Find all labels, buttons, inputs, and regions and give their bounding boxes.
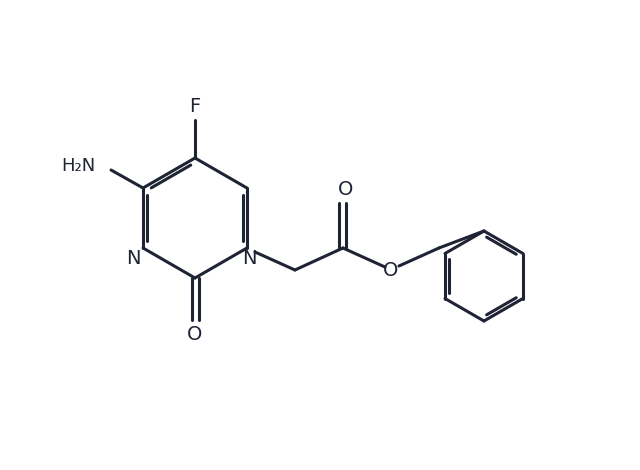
Text: O: O [383,260,399,280]
Text: N: N [242,250,256,268]
Text: H₂N: H₂N [61,157,95,175]
Text: O: O [339,180,354,198]
Text: F: F [189,96,200,116]
Text: O: O [188,326,203,345]
Text: N: N [126,249,140,267]
